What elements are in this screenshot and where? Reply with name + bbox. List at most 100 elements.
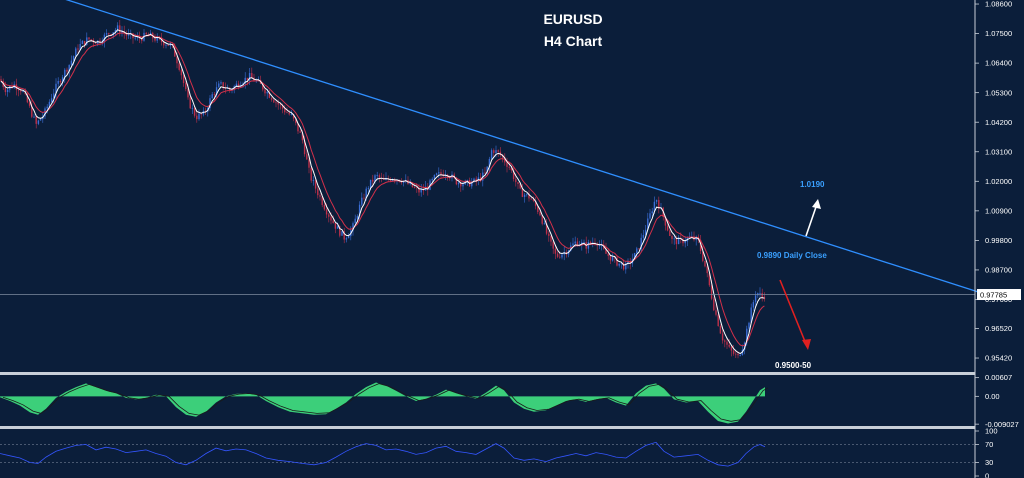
candlestick (343, 227, 345, 244)
candle-body (46, 106, 48, 109)
candlestick (156, 33, 158, 44)
candlestick (664, 216, 667, 231)
candle-body (372, 179, 374, 182)
candle-body (512, 170, 515, 180)
price-panel: EURUSD H4 Chart 1.0190 0.9890 Daily Clos… (0, 0, 986, 370)
candlestick (561, 253, 563, 260)
candle-body (715, 310, 717, 315)
candlestick (499, 147, 502, 158)
candlestick (521, 183, 524, 198)
candlestick (72, 55, 75, 66)
candlestick (651, 207, 653, 217)
candlestick (39, 118, 42, 121)
candle-body (317, 188, 319, 196)
fast-moving-average-line (0, 29, 765, 355)
candle-body (290, 114, 293, 115)
candlestick (534, 196, 537, 210)
candlestick (526, 193, 528, 197)
candle-body (369, 179, 372, 189)
candle-body (343, 231, 345, 240)
candle-body (706, 266, 708, 274)
candle-body (26, 93, 29, 103)
candle-body (35, 116, 37, 124)
candlestick (341, 231, 343, 236)
candlestick (715, 304, 717, 317)
candlestick (332, 215, 334, 224)
candle-body (523, 194, 526, 197)
descending-trendline (65, 0, 986, 295)
divider-upper (0, 372, 975, 375)
candlestick (125, 30, 128, 40)
oscillator-axis-ticks: 0.00607 0.00 -0.009027 (975, 373, 1019, 429)
candlestick (114, 27, 117, 36)
candlestick (61, 74, 64, 87)
candle-body (499, 151, 502, 155)
price-tick-label: 1.05300 (985, 88, 1012, 97)
candle-body (515, 179, 517, 183)
candle-body (215, 87, 218, 95)
candle-body (702, 250, 704, 261)
candlestick (35, 114, 37, 129)
chart-subtitle: H4 Chart (544, 33, 603, 49)
candle-body (244, 77, 246, 84)
candlestick (620, 263, 623, 269)
candle-body (187, 88, 189, 98)
candle-body (224, 88, 227, 90)
candlestick (587, 239, 590, 254)
candlesticks (0, 20, 766, 359)
price-tick-label: 1.08600 (985, 0, 1012, 9)
candle-body (218, 83, 220, 88)
candle-body (345, 238, 348, 240)
candle-body (332, 220, 334, 224)
candle-body (341, 231, 343, 236)
candlestick (548, 230, 550, 242)
down-arrow-line (779, 279, 807, 345)
candle-body (539, 211, 541, 216)
candle-body (147, 34, 150, 36)
candle-body (55, 83, 57, 94)
candlestick (647, 212, 649, 231)
candle-body (277, 102, 279, 105)
price-tick-label: 0.99800 (985, 236, 1012, 245)
candle-body (409, 182, 411, 184)
candle-body (556, 253, 559, 257)
candle-body (222, 82, 224, 89)
candle-body (178, 63, 180, 70)
candlestick (339, 225, 341, 238)
candlestick (251, 67, 253, 78)
candle-body (17, 89, 20, 91)
candlestick (328, 213, 330, 223)
candle-body (176, 56, 178, 64)
candle-body (455, 177, 458, 185)
candle-body (735, 353, 737, 355)
candle-body (319, 195, 321, 197)
candle-body (68, 64, 70, 72)
candle-body (196, 115, 198, 120)
candle-body (20, 90, 22, 92)
candle-body (627, 261, 629, 264)
candlestick (761, 288, 763, 302)
candle-body (651, 211, 653, 214)
price-tick-label: 0.98700 (985, 266, 1012, 275)
candle-body (163, 42, 165, 46)
candle-body (438, 172, 440, 174)
candle-body (39, 119, 42, 121)
candle-body (97, 40, 99, 44)
candlestick (319, 193, 321, 201)
candlestick (363, 193, 365, 201)
candle-body (699, 239, 702, 251)
candlestick (611, 253, 614, 262)
candle-body (292, 114, 295, 119)
candle-body (647, 218, 649, 230)
up-arrow-head (812, 199, 821, 209)
rsi-line (0, 441, 766, 467)
candle-body (457, 182, 460, 185)
candle-body (57, 81, 59, 84)
candle-body (251, 73, 253, 78)
candle-body (530, 198, 532, 200)
candlestick (572, 237, 574, 246)
candlestick (550, 235, 552, 246)
candlestick (440, 169, 442, 179)
candle-body (607, 253, 609, 256)
candle-body (510, 167, 513, 171)
